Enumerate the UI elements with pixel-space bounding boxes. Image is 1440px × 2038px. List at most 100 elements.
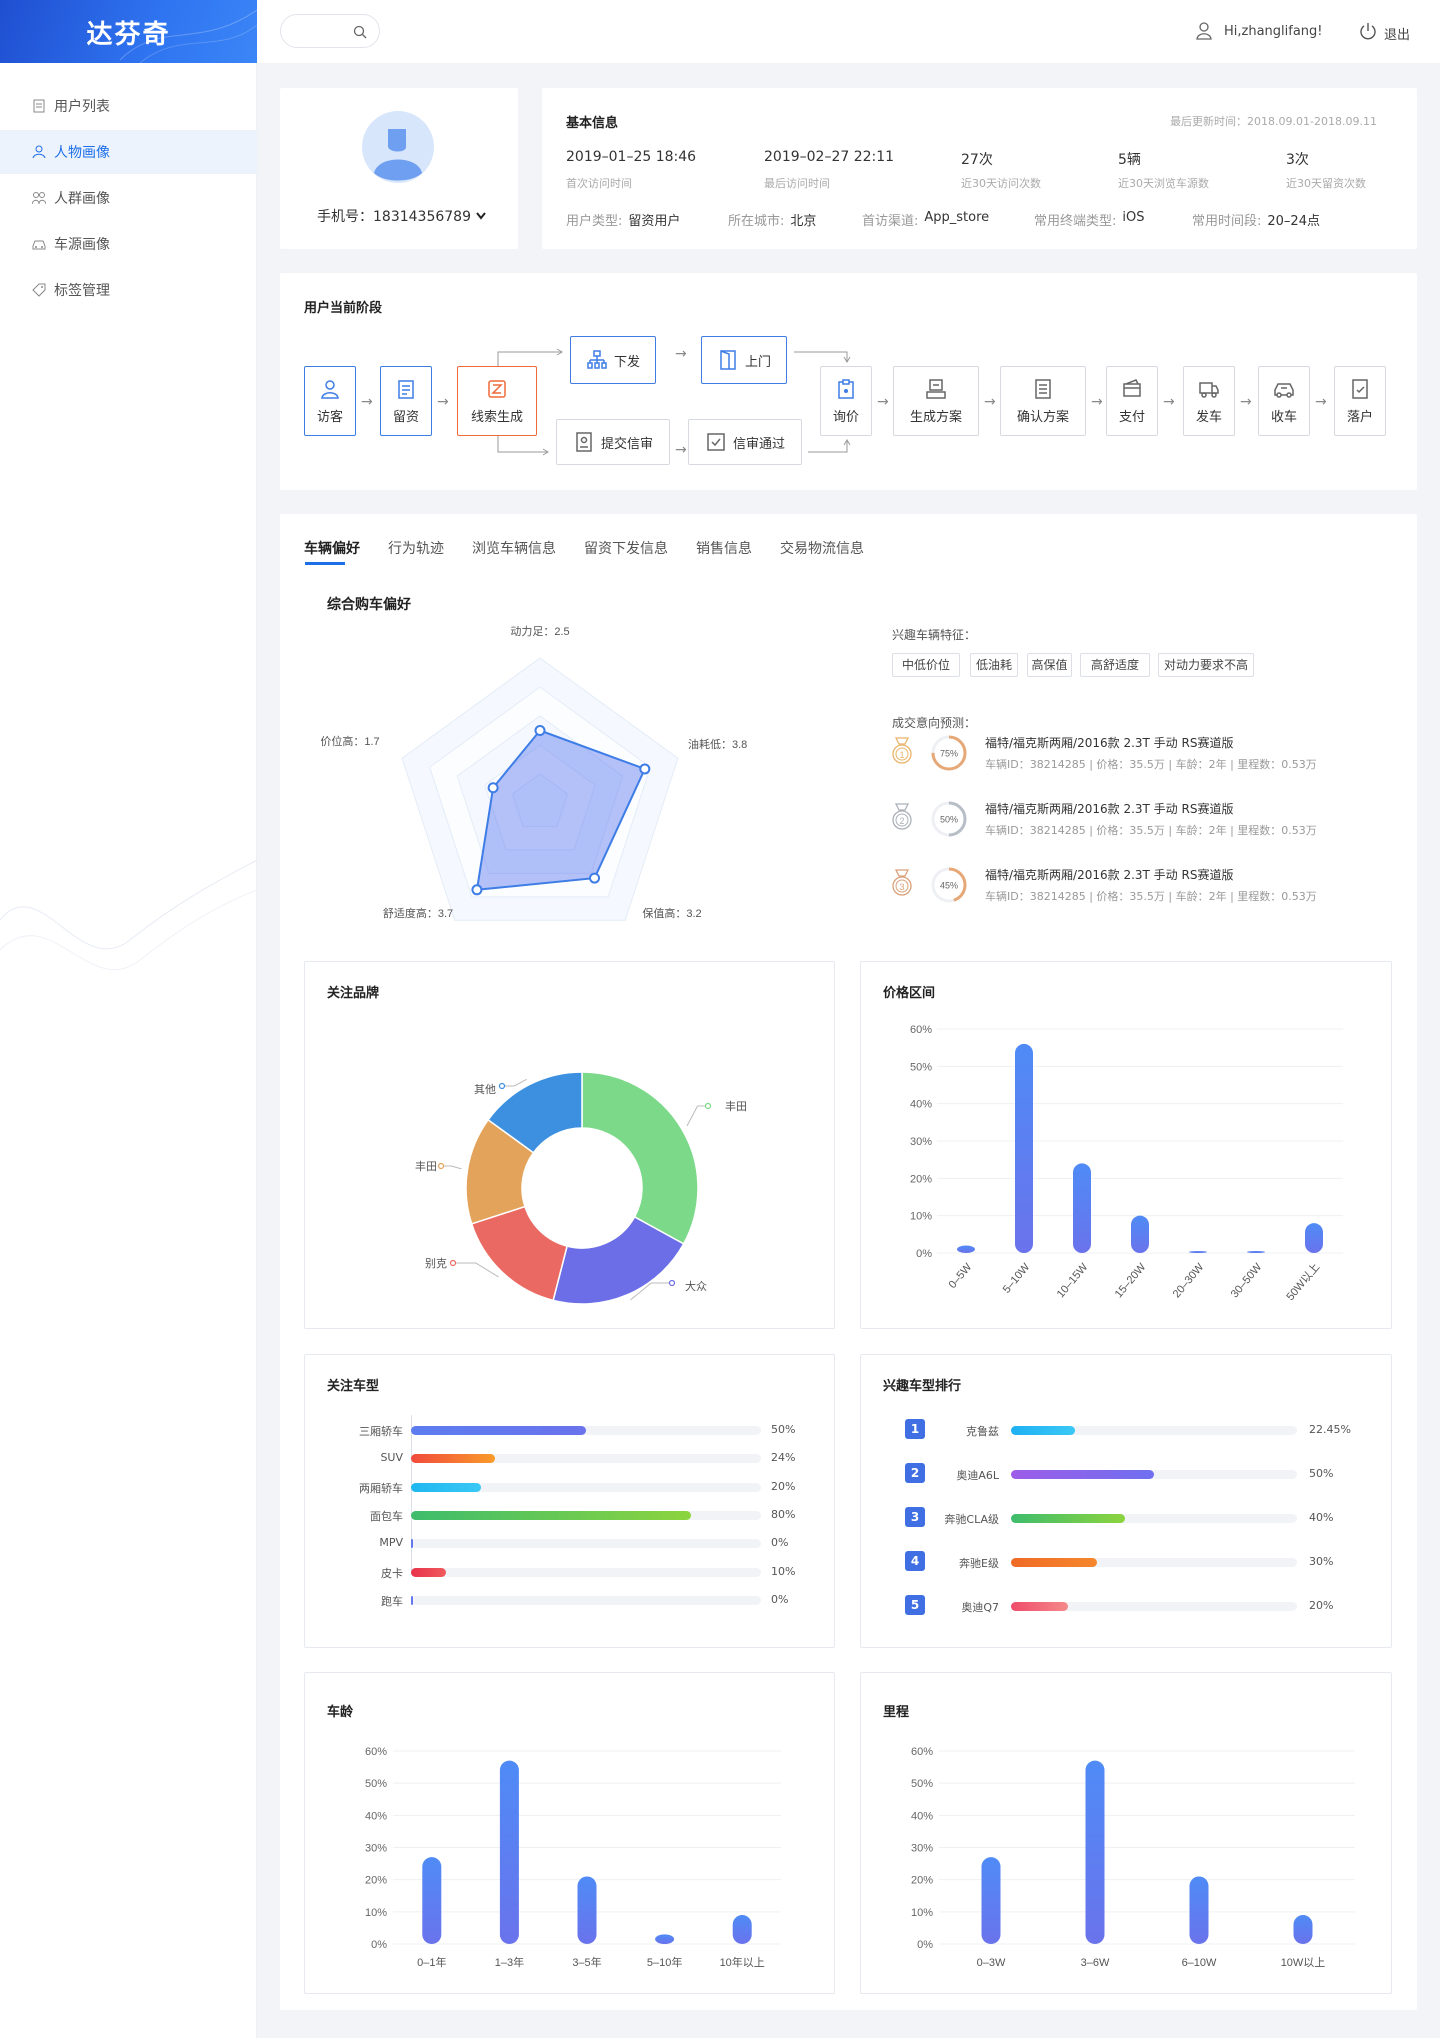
prediction-car-name[interactable]: 福特/福克斯两厢/2016款 2.3T 手动 RS赛道版 [985, 802, 1234, 816]
y-tick-label: 20% [911, 1875, 933, 1887]
radar-axis-label: 动力足：2.5 [510, 625, 569, 638]
stage-step-label: 确认方案 [1016, 409, 1069, 425]
arrow-right-icon: → [675, 442, 687, 458]
prediction-car-name[interactable]: 福特/福克斯两厢/2016款 2.3T 手动 RS赛道版 [985, 868, 1234, 882]
attribute-item: 常用时间段: 20–24点 [1192, 210, 1320, 229]
value-label: 0% [771, 1592, 789, 1606]
stage-step[interactable]: 提交信审 [556, 419, 670, 465]
bar-track [411, 1567, 761, 1577]
phone-dropdown[interactable]: 手机号：18314356789 [317, 206, 487, 226]
tab-2[interactable]: 行为轨迹 [388, 541, 444, 557]
value-label: 22.45% [1309, 1423, 1351, 1436]
donut-label: 别克 [425, 1257, 447, 1270]
medal-rank: 1 [899, 750, 904, 760]
basic-info-card: 基本信息 最后更新时间：2018.09.01-2018.09.11 2019–0… [542, 88, 1417, 249]
tab-1[interactable]: 车辆偏好 [304, 541, 360, 557]
bar-fill [1011, 1602, 1069, 1611]
donut-slice [487, 1071, 583, 1154]
stage-step[interactable]: 下发 [570, 336, 656, 384]
donut-label: 其他 [474, 1083, 496, 1096]
prediction-car-name[interactable]: 福特/福克斯两厢/2016款 2.3T 手动 RS赛道版 [985, 736, 1234, 750]
stage-step[interactable]: 落户 [1334, 366, 1386, 436]
tab-6[interactable]: 交易物流信息 [780, 541, 864, 557]
rank-badge: 3 [905, 1507, 925, 1527]
stage-step[interactable]: 收车 [1258, 366, 1310, 436]
donut-label-marker [668, 1279, 676, 1287]
model-label: 奥迪A6L [956, 1469, 999, 1482]
brand-name: 达芬奇 [86, 20, 171, 50]
logout-button[interactable]: 退出 [1384, 28, 1411, 43]
probability-value: 50% [940, 815, 958, 825]
bar [957, 1245, 975, 1253]
stage-step-label: 留资 [392, 409, 419, 425]
chevron-down-icon[interactable] [475, 211, 487, 221]
tab-4[interactable]: 留资下发信息 [584, 541, 668, 557]
search-input[interactable] [280, 14, 380, 48]
stage-step[interactable]: 询价 [820, 366, 872, 436]
sidebar-item-car-portrait[interactable]: 车源画像 [0, 222, 257, 266]
medal-rank: 2 [899, 816, 904, 826]
tab-3[interactable]: 浏览车辆信息 [472, 541, 556, 557]
greeting-text: Hi,zhanglifang! [1224, 24, 1323, 39]
last-update-time: 最后更新时间：2018.09.01-2018.09.11 [1170, 115, 1377, 128]
bar-fill [411, 1454, 495, 1464]
sidebar-item-tag-management[interactable]: 标签管理 [0, 268, 257, 312]
donut-label: 大众 [685, 1279, 707, 1293]
attribute-label: 所在城市: [728, 214, 785, 229]
value-label: 40% [1309, 1511, 1334, 1524]
bar [577, 1876, 597, 1944]
tag-icon [32, 283, 46, 297]
list-icon [33, 99, 45, 113]
stage-step[interactable]: 线索生成 [457, 366, 537, 436]
sidebar-item-group-portrait[interactable]: 人群画像 [0, 176, 257, 220]
stage-step-label: 生成方案 [909, 409, 962, 425]
x-tick-label: 5–10W [1001, 1261, 1033, 1296]
search-icon[interactable] [353, 25, 367, 39]
bar-fill [411, 1539, 413, 1549]
probability-ring: 50% [931, 801, 967, 837]
stage-step[interactable]: 信审通过 [688, 419, 802, 465]
stage-step[interactable]: 确认方案 [1000, 366, 1086, 436]
y-tick-label: 10% [365, 1907, 387, 1919]
donut-slice [470, 1205, 568, 1302]
price-bar-chart: 0% 10% 20% 30% 40% 50% 60% 0–5W 5–10W 10–15W 15–20… [910, 1024, 1343, 1303]
probability-ring: 45% [931, 867, 967, 903]
medal-icon: 2 [892, 803, 912, 830]
x-tick-label: 0–5W [947, 1261, 975, 1291]
car-type-panel: 关注车型 三厢轿车 50% SUV 24% 两厢轿车 20% 面包车 80% MPV 0% 皮卡 10… [304, 1354, 835, 1648]
sidebar-item-user-list[interactable]: 用户列表 [0, 84, 257, 128]
stage-step-label: 下发 [613, 354, 640, 370]
bar-fill [1011, 1426, 1076, 1435]
arrow-right-icon: → [1163, 394, 1175, 410]
stage-step[interactable]: 生成方案 [893, 366, 979, 436]
donut-label-marker [449, 1259, 457, 1267]
stat-value: 27次 [961, 152, 993, 168]
model-label: 奔驰E级 [959, 1557, 999, 1570]
stage-step-label: 支付 [1118, 409, 1145, 425]
stage-step[interactable]: 留资 [380, 366, 432, 436]
sidebar-item-label: 用户列表 [54, 99, 110, 115]
stat-value: 2019–01–25 18:46 [566, 149, 697, 165]
power-icon[interactable] [1359, 22, 1377, 40]
bar-fill [411, 1595, 413, 1605]
interest-title: 兴趣车辆特征： [892, 628, 977, 642]
arrow-right-icon: → [1240, 394, 1252, 410]
bar [1073, 1163, 1091, 1253]
stage-step[interactable]: 访客 [304, 366, 356, 436]
sidebar-item-person-portrait[interactable]: 人物画像 [0, 130, 257, 174]
y-tick-label: 0% [916, 1248, 932, 1260]
attribute-value: 20–24点 [1267, 214, 1320, 229]
tab-5[interactable]: 销售信息 [696, 541, 752, 557]
x-tick-label: 20–30W [1171, 1261, 1207, 1301]
brand-logo: 达芬奇 [0, 0, 257, 63]
bar-track [411, 1482, 761, 1492]
x-tick-label: 10年以上 [720, 1955, 765, 1969]
stat-label: 首次访问时间 [566, 177, 632, 190]
probability-value: 45% [940, 881, 958, 891]
stage-step[interactable]: 支付 [1106, 366, 1158, 436]
stage-step[interactable]: 发车 [1183, 366, 1235, 436]
stage-step[interactable]: 上门 [701, 336, 787, 384]
rank-badge: 4 [905, 1551, 925, 1571]
stage-title: 用户当前阶段 [304, 301, 383, 316]
